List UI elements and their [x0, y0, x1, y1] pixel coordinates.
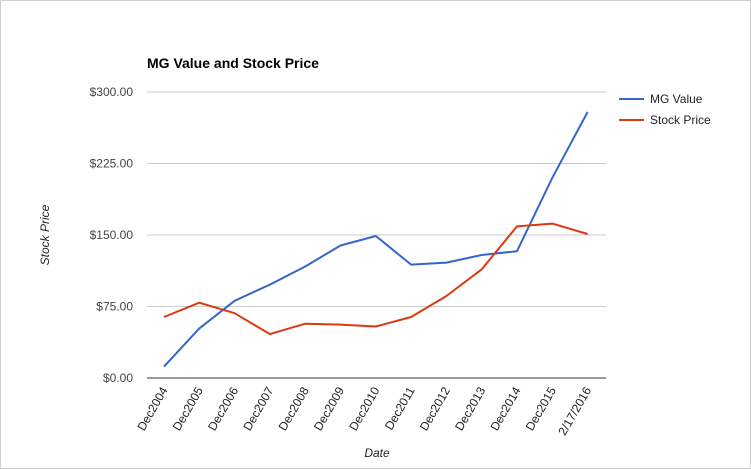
x-axis-tick-labels: Dec2004 Dec2005 Dec2006 Dec2007 Dec2008 Dec20… [134, 384, 594, 438]
x-tick-label: Dec2011 [382, 384, 418, 432]
x-tick-label: Dec2008 [276, 384, 312, 433]
y-tick-label: $0.00 [103, 371, 133, 385]
x-tick-label: Dec2009 [311, 384, 347, 433]
series-line-stock-price [163, 222, 588, 336]
y-tick-label: $225.00 [90, 157, 134, 171]
y-axis-title: Stock Price [38, 204, 52, 265]
y-tick-label: $150.00 [90, 228, 134, 242]
legend: MG Value Stock Price [619, 92, 711, 127]
series-line-mg-value [163, 111, 589, 368]
x-tick-label: Dec2015 [523, 384, 559, 433]
y-axis-tick-labels: $0.00 $75.00 $150.00 $225.00 $300.00 [90, 85, 134, 385]
legend-label-mg-value: MG Value [650, 92, 703, 106]
series-lines [163, 111, 589, 368]
x-tick-label: Dec2014 [487, 384, 523, 433]
x-tick-label: Dec2012 [417, 384, 453, 433]
x-tick-label: Dec2013 [452, 384, 488, 433]
x-tick-label: Dec2004 [134, 384, 170, 433]
x-tick-label: Dec2007 [240, 384, 276, 433]
chart-title: MG Value and Stock Price [147, 55, 319, 71]
gridlines [147, 91, 606, 307]
x-tick-label: Dec2005 [170, 384, 206, 433]
y-tick-label: $300.00 [90, 85, 134, 99]
x-tick-label: Dec2006 [205, 384, 241, 433]
legend-label-stock-price: Stock Price [650, 113, 711, 127]
x-tick-label: Dec2010 [346, 384, 382, 433]
x-tick-label: 2/17/2016 [555, 384, 594, 438]
y-tick-label: $75.00 [96, 300, 133, 314]
x-axis-title: Date [364, 446, 390, 460]
